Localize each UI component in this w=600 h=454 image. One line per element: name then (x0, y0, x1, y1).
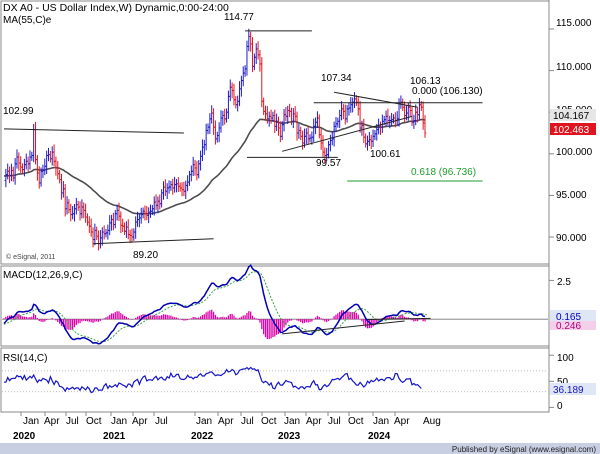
macd-value-label: 0.165 (556, 312, 581, 323)
falling-resistance-line (334, 91, 418, 108)
ohlc-bar (423, 115, 427, 138)
rsi-label: RSI(14,C) (3, 353, 47, 364)
support-line-89 (93, 238, 214, 245)
ma-value-label: 104.167 (553, 111, 590, 122)
year-label: 2021 (103, 431, 126, 442)
x-tick-label: Jul (66, 416, 79, 427)
price-tick-label: 115.000 (556, 18, 592, 29)
annotation-fib-0: 0.000 (106.130) (412, 86, 483, 97)
rsi-line (4, 366, 422, 394)
x-tick-label: Oct (348, 416, 364, 427)
year-label: 2022 (191, 431, 214, 442)
x-tick-label: Jul (241, 416, 254, 427)
x-tick-label: Apr (218, 416, 234, 427)
rsi-tick-label: 50 (557, 377, 569, 388)
macd-line (3, 264, 426, 345)
x-tick-label: Apr (132, 416, 148, 427)
x-tick-label: Oct (86, 416, 102, 427)
rsi-lines (4, 366, 422, 394)
price-tick-label: 95.000 (556, 190, 587, 201)
last-price-box (550, 123, 596, 135)
annotation-107-34: 107.34 (321, 73, 352, 84)
price-bars (4, 28, 427, 251)
x-tick-label: Apr (394, 416, 410, 427)
footer-bar (0, 443, 600, 454)
price-tick-label: 90.000 (556, 233, 587, 244)
annotation-fib-618: 0.618 (96.736) (411, 167, 476, 178)
ma-label: MA(55,C)e (3, 15, 52, 26)
price-tick-label: 110.000 (556, 62, 592, 73)
rsi-tick-label: 0 (557, 401, 563, 412)
year-label: 2024 (368, 431, 391, 442)
annotation-106-13: 106.13 (410, 76, 441, 87)
watermark-text: © eSignal, 2011 (6, 253, 56, 261)
macd-trendline (367, 317, 431, 320)
x-tick-label: Apr (306, 416, 322, 427)
x-tick-label: Jul (328, 416, 341, 427)
year-label: 2020 (13, 431, 36, 442)
x-tick-label: Apr (44, 416, 60, 427)
macd-label: MACD(12,26,9,C) (3, 270, 82, 281)
macd-hist-value-label: 0.246 (556, 321, 581, 332)
x-tick-label: Jan (284, 416, 300, 427)
x-tick-label: Jan (373, 416, 389, 427)
annotation-102-99: 102.99 (3, 106, 34, 117)
x-axis: Jan Apr Jul Oct Jan Apr Jul Jan Apr Jul … (13, 412, 441, 442)
resistance-line-102 (3, 128, 184, 134)
last-price-label: 102.463 (553, 125, 590, 136)
x-tick-label: Jan (111, 416, 127, 427)
x-tick-label: Oct (261, 416, 277, 427)
ma-value-box (550, 109, 596, 121)
x-tick-label: Jan (196, 416, 212, 427)
footer-text: Published by eSignal (www.esignal.com) (452, 445, 596, 454)
chart-title: DX A0 - US Dollar Index,W) Dynamic,0:00-… (3, 2, 229, 14)
x-tick-label: Aug (423, 416, 441, 427)
annotation-89-20: 89.20 (133, 250, 158, 261)
ma-55-line (4, 118, 426, 215)
rsi-value-label: 36.189 (553, 385, 584, 396)
macd-lines (3, 264, 431, 345)
x-tick-label: Jul (155, 416, 168, 427)
annotation-99-57: 99.57 (316, 158, 341, 169)
x-tick-label: Jan (23, 416, 39, 427)
macd-signal-line (3, 271, 428, 343)
macd-hist-value-box (550, 319, 596, 330)
price-tick-label: 100.000 (556, 147, 593, 158)
macd-trendline (282, 320, 405, 335)
price-trendlines (3, 30, 483, 245)
annotation-100-61: 100.61 (370, 149, 401, 160)
macd-tick-label: 2.5 (557, 277, 571, 288)
rsi-tick-label: 100 (557, 353, 574, 364)
year-label: 2023 (278, 431, 301, 442)
ma-layer (4, 118, 426, 215)
annotation-114-77: 114.77 (224, 12, 254, 23)
rising-support-line (282, 115, 413, 152)
rsi-value-box (550, 383, 596, 395)
macd-value-box (550, 310, 596, 321)
